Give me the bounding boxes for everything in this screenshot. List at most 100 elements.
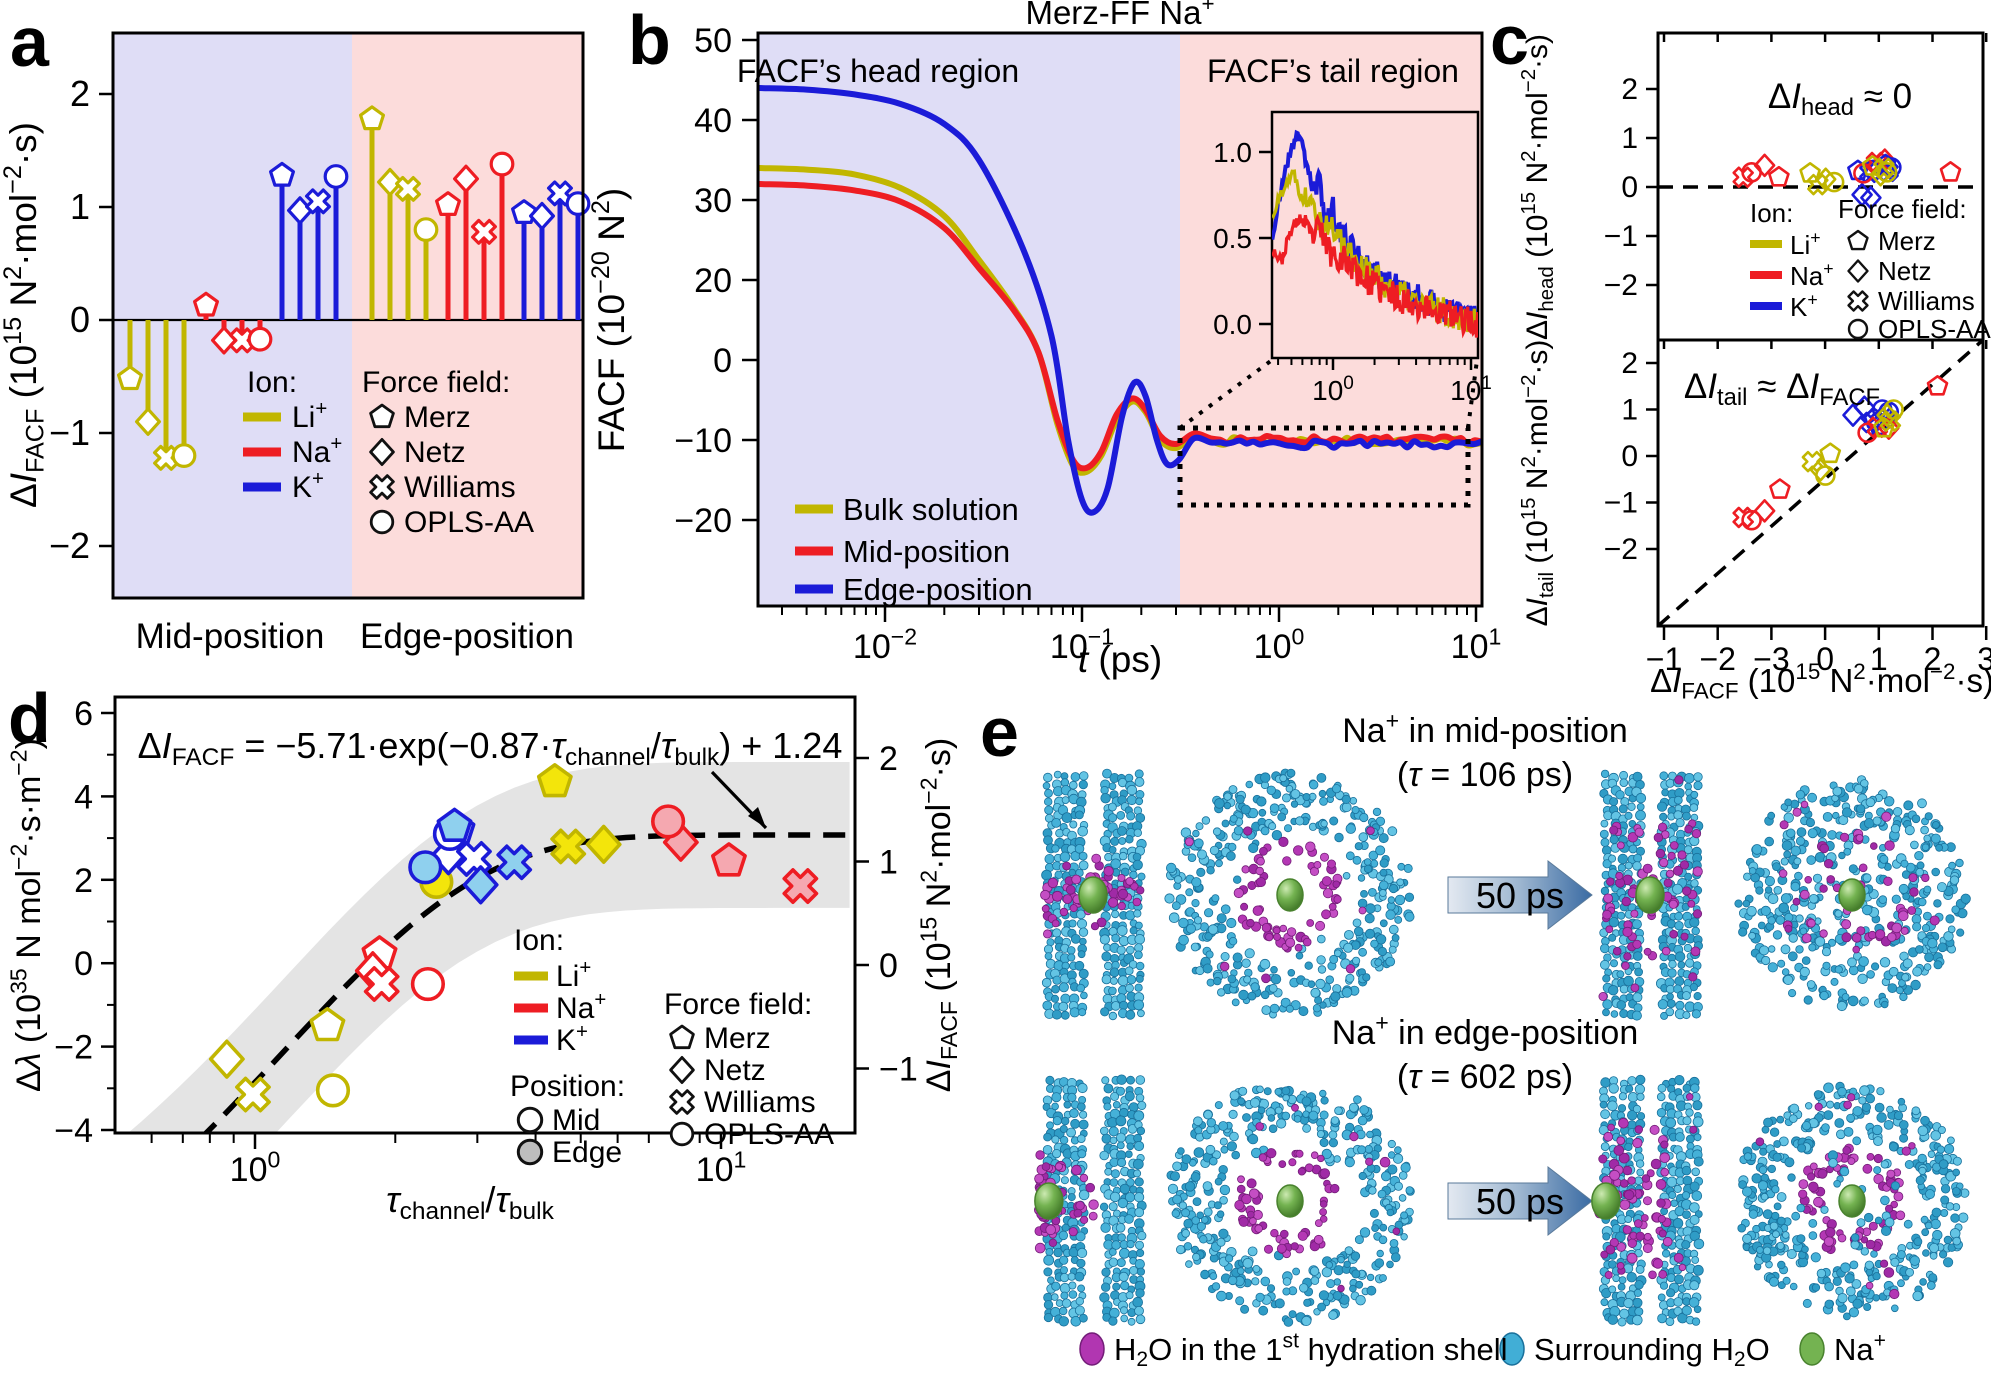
- water-dot: [1816, 1268, 1827, 1279]
- water-dot: [1950, 1213, 1960, 1223]
- inset-curve-na: [1272, 213, 1478, 339]
- water-dot: [1887, 932, 1897, 942]
- d-point-circle-mid: [315, 1073, 351, 1108]
- ff-legend-cross: [369, 474, 395, 500]
- water-dot: [1345, 851, 1355, 861]
- y-tick-label: 50: [694, 22, 732, 60]
- water-dot: [1321, 909, 1331, 920]
- water-dot: [1205, 950, 1214, 959]
- water-dot: [1201, 816, 1211, 825]
- water-dot: [1872, 1272, 1881, 1281]
- d-point-circle-mid: [410, 966, 446, 1002]
- water-dot: [1328, 1310, 1338, 1320]
- water-dot: [1615, 871, 1624, 880]
- water-dot: [1684, 782, 1692, 791]
- water-dot: [1058, 1230, 1069, 1241]
- water-dot: [1375, 934, 1387, 945]
- water-dot: [1599, 829, 1609, 839]
- water-dot: [1043, 1312, 1054, 1323]
- water-dot: [1856, 926, 1866, 936]
- water-dot: [1899, 992, 1908, 1002]
- water-dot: [1074, 1271, 1085, 1282]
- side-view-structure: [1033, 1074, 1147, 1327]
- water-dot: [1674, 951, 1686, 962]
- water-dot: [1849, 1260, 1859, 1270]
- water-dot: [1363, 858, 1372, 866]
- water-dot: [1109, 1178, 1119, 1187]
- tail-point-pentagon: [1819, 442, 1842, 464]
- water-dot: [1117, 888, 1129, 900]
- panel-b-xlabel: t (ps): [1078, 639, 1162, 680]
- d-legend-na-label: Na+: [556, 989, 606, 1025]
- water-dot: [1290, 800, 1299, 808]
- water-dot: [1104, 852, 1113, 862]
- water-dot: [1660, 1140, 1669, 1149]
- water-dot: [1315, 920, 1326, 931]
- panel-a: 210−1−2 a ΔIFACF (1015 N2·mol−2·s) Mid-p…: [0, 3, 591, 656]
- water-dot: [1260, 772, 1271, 783]
- water-dot: [1823, 1236, 1835, 1247]
- water-dot: [1886, 1105, 1894, 1114]
- water-dot: [1352, 918, 1362, 928]
- confidence-band: [128, 762, 850, 1133]
- water-dot: [1632, 1104, 1642, 1114]
- y-tick-label: 0: [713, 342, 732, 380]
- water-dot: [1605, 925, 1614, 934]
- water-dot: [1675, 818, 1685, 828]
- water-dot: [1043, 1132, 1052, 1142]
- water-dot: [1666, 999, 1676, 1008]
- water-dot: [1117, 1157, 1127, 1168]
- water-dot: [1660, 1011, 1669, 1020]
- water-dot: [1852, 945, 1860, 954]
- water-dot: [1813, 1090, 1823, 1099]
- water-dot: [1796, 836, 1806, 846]
- water-dot: [1937, 1126, 1946, 1135]
- water-dot: [1899, 1133, 1909, 1143]
- water-dot: [1204, 932, 1213, 941]
- water-dot: [1196, 1221, 1207, 1231]
- x-tick-label: 100: [230, 1146, 281, 1189]
- water-dot: [1184, 1181, 1196, 1192]
- water-dot: [1634, 1176, 1643, 1185]
- water-dot: [1752, 1224, 1761, 1234]
- water-dot: [1178, 1201, 1188, 1210]
- water-dot: [1616, 970, 1625, 979]
- water-dot: [1349, 1284, 1357, 1293]
- water-dot: [1681, 1240, 1691, 1250]
- x-tick-label: 2: [1924, 641, 1942, 677]
- water-dot: [1737, 1223, 1746, 1233]
- water-dot: [1187, 853, 1197, 862]
- water-dot: [1357, 874, 1366, 882]
- water-dot: [1801, 933, 1812, 943]
- stem-circle-marker: [413, 217, 439, 243]
- water-dot: [1673, 1297, 1683, 1307]
- water-dot: [1325, 975, 1334, 984]
- water-dot: [1104, 1167, 1113, 1176]
- water-dot: [1852, 1298, 1863, 1309]
- water-dot: [1371, 1224, 1379, 1232]
- water-dot: [1108, 802, 1117, 812]
- d-point-diamond-edge: [585, 824, 622, 865]
- panel-d-label: d: [8, 679, 51, 757]
- water-dot: [1176, 1245, 1186, 1255]
- water-dot: [1607, 1314, 1619, 1325]
- water-dot: [1110, 1169, 1120, 1179]
- water-dot: [1819, 929, 1828, 938]
- water-dot: [1920, 1215, 1929, 1224]
- water-dot: [1840, 1262, 1851, 1273]
- water-dot: [1683, 943, 1693, 953]
- water-dot: [1073, 1208, 1083, 1218]
- water-dot: [1244, 968, 1253, 978]
- water-dot: [1344, 930, 1354, 940]
- water-dot: [1928, 1273, 1938, 1282]
- water-dot: [1663, 878, 1673, 888]
- water-dot: [1944, 1143, 1955, 1155]
- y-tick-label: 30: [694, 182, 732, 220]
- water-dot: [1665, 1117, 1677, 1129]
- water-dot: [1234, 1200, 1245, 1211]
- water-dot: [1675, 1000, 1685, 1011]
- water-dot: [1896, 1250, 1906, 1260]
- water-dot: [1117, 975, 1129, 987]
- water-dot: [1080, 1215, 1089, 1225]
